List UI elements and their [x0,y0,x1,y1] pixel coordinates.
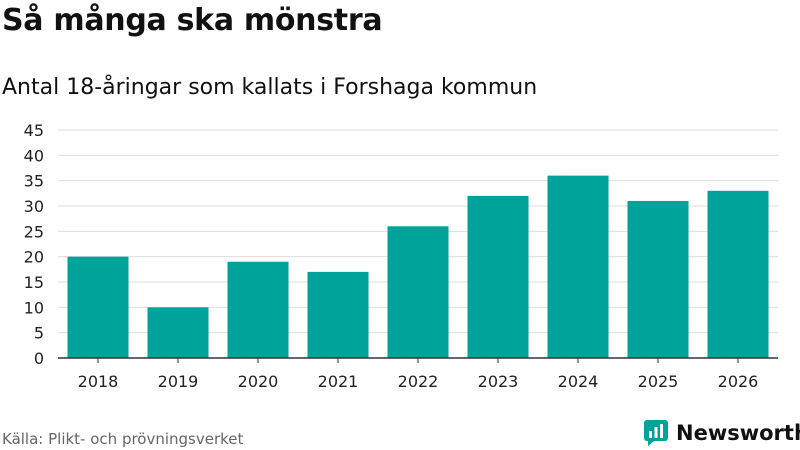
y-tick-label: 10 [24,298,44,317]
bar [467,195,529,358]
y-tick-label: 25 [24,222,44,241]
y-tick-label: 0 [34,349,44,368]
bar-chart-logo-icon [644,420,668,446]
x-tick-label: 2020 [238,372,279,391]
source-note: Källa: Plikt- och prövningsverket [2,430,244,448]
y-tick-label: 35 [24,172,44,191]
bar [707,190,769,358]
y-tick-label: 40 [24,146,44,165]
x-tick-label: 2022 [398,372,439,391]
brand-name: Newsworthy [676,421,800,445]
x-tick-label: 2018 [78,372,119,391]
bar [147,307,209,358]
x-tick-label: 2023 [478,372,519,391]
y-tick-label: 30 [24,197,44,216]
newsworthy-logo[interactable]: Newsworthy [644,420,800,446]
y-tick-label: 5 [34,324,44,343]
x-tick-label: 2021 [318,372,359,391]
bar [387,226,449,358]
y-tick-label: 15 [24,273,44,292]
x-tick-label: 2024 [558,372,599,391]
x-tick-label: 2026 [718,372,759,391]
y-tick-label: 45 [24,121,44,140]
bar [307,271,369,358]
chart-title: Så många ska mönstra [2,3,383,38]
bar [227,261,289,358]
bar [547,175,609,358]
x-tick-label: 2025 [638,372,679,391]
chart-subtitle: Antal 18-åringar som kallats i Forshaga … [2,75,538,100]
bar [627,200,689,358]
bar [67,256,129,358]
x-tick-label: 2019 [158,372,199,391]
y-tick-label: 20 [24,248,44,267]
